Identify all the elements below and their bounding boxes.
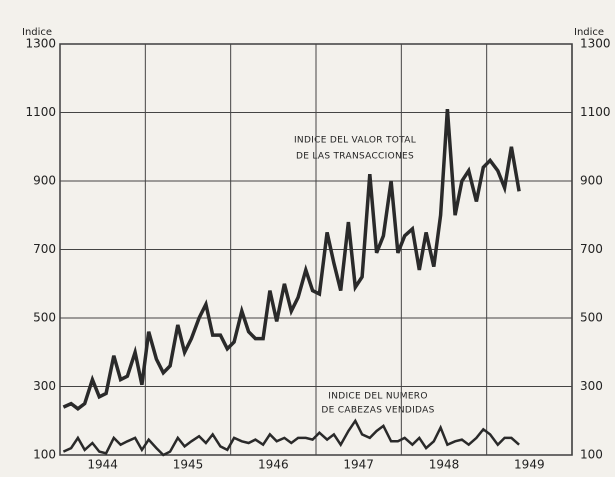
y2-tick-label: 700 (580, 242, 603, 256)
data-line (62, 108, 521, 412)
y-tick-label: 1300 (25, 37, 56, 51)
y-tick-label: 1100 (25, 105, 56, 119)
x-tick-label: 1944 (87, 458, 118, 472)
y-axis-label: Indice (22, 27, 52, 38)
y2-tick-label: 1300 (580, 37, 611, 51)
x-tick-label: 1948 (429, 458, 460, 472)
y2-axis-label: Indice (574, 27, 604, 38)
annotation: DE LAS TRANSACCIONES (296, 152, 414, 162)
annotation: INDICE DEL NUMERO (328, 392, 428, 402)
annotation: INDICE DEL VALOR TOTAL (294, 136, 416, 146)
y-tick-label: 300 (33, 379, 56, 393)
y-tick-label: 900 (33, 174, 56, 188)
x-tick-label: 1945 (173, 458, 204, 472)
y2-tick-label: 900 (580, 174, 603, 188)
x-tick-label: 1949 (514, 458, 545, 472)
y-tick-label: 500 (33, 311, 56, 325)
data-line (62, 418, 520, 457)
y2-tick-label: 100 (580, 448, 603, 462)
y-tick-label: 100 (33, 448, 56, 462)
y2-tick-label: 1100 (580, 105, 611, 119)
y2-tick-label: 500 (580, 311, 603, 325)
annotation: DE CABEZAS VENDIDAS (321, 406, 434, 416)
x-tick-label: 1947 (343, 458, 374, 472)
y2-tick-label: 300 (580, 379, 603, 393)
x-tick-label: 1946 (258, 458, 289, 472)
y-tick-label: 700 (33, 242, 56, 256)
